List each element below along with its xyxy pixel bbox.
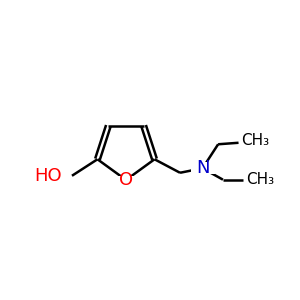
Bar xyxy=(190,162,214,174)
Text: CH₃: CH₃ xyxy=(241,134,269,148)
Text: HO: HO xyxy=(34,167,61,185)
Text: CH₃: CH₃ xyxy=(246,172,274,187)
Bar xyxy=(115,176,137,187)
Text: N: N xyxy=(196,159,209,177)
Text: O: O xyxy=(119,171,133,189)
